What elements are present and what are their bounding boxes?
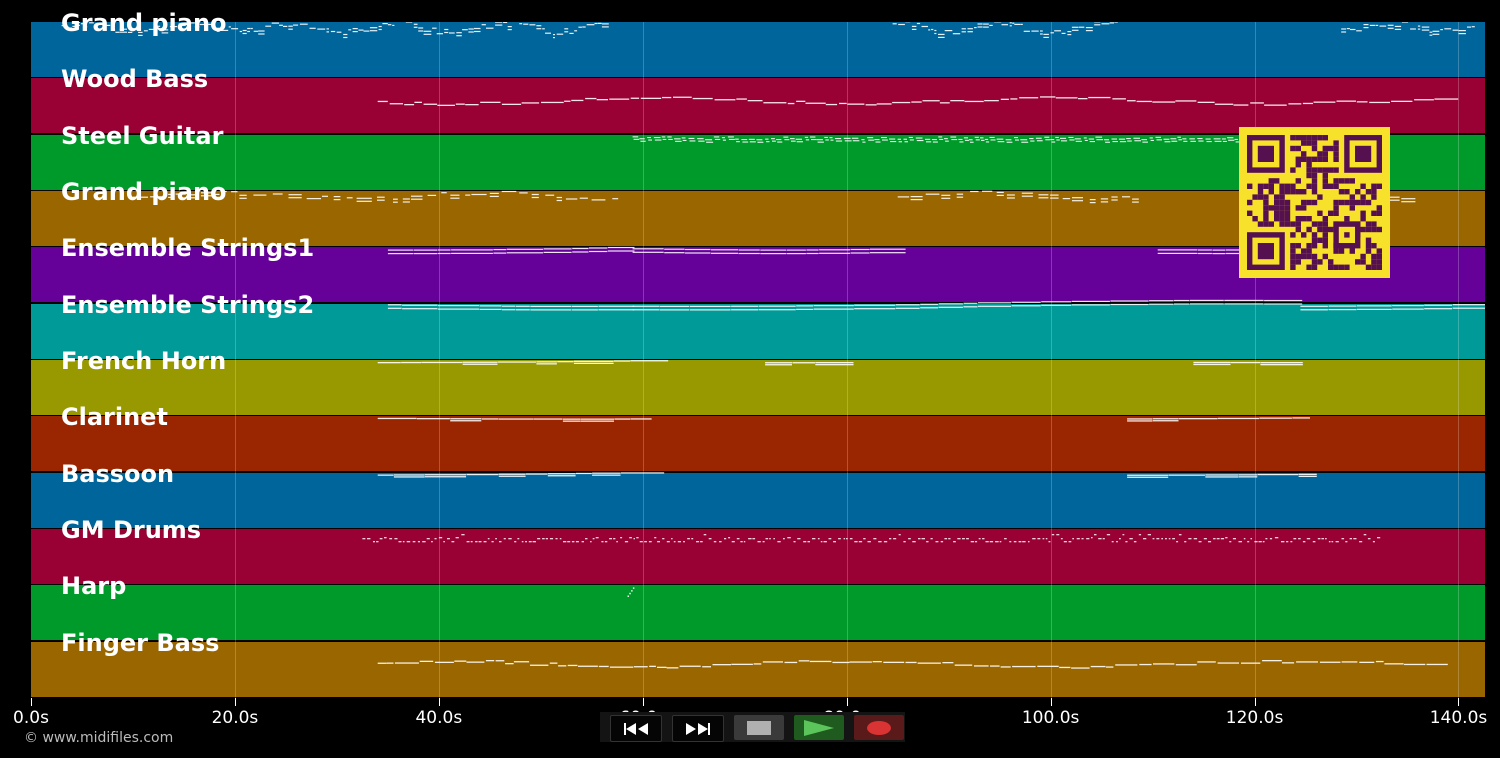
axis-tick — [1254, 698, 1256, 706]
track-label: Harp — [61, 572, 127, 601]
axis-tick — [642, 698, 644, 706]
note-group — [632, 248, 906, 255]
grid-line — [642, 22, 644, 698]
axis-tick — [1458, 698, 1460, 706]
note-group — [387, 304, 635, 311]
track-label: Ensemble Strings1 — [61, 234, 315, 263]
note-group — [393, 190, 619, 203]
note-layer — [61, 22, 1485, 669]
transport-controls — [600, 712, 905, 742]
axis-tick-label: 0.0s — [13, 708, 49, 728]
rewind-icon — [624, 722, 648, 735]
axis-tick — [31, 698, 32, 706]
note-group — [1300, 304, 1485, 311]
copyright-text: © www.midifiles.com — [24, 730, 174, 746]
track-lane[interactable] — [31, 416, 1485, 472]
rewind-button[interactable] — [610, 715, 662, 742]
track-lane[interactable] — [31, 303, 1485, 359]
axis-tick — [846, 698, 848, 706]
grid-line — [846, 22, 848, 698]
stop-icon — [747, 720, 771, 735]
grid-line — [1050, 22, 1052, 698]
note-group — [627, 587, 635, 597]
note-group — [61, 22, 609, 39]
track-lane[interactable] — [31, 359, 1485, 415]
axis-tick-label: 40.0s — [415, 708, 463, 728]
qr-code-pattern — [1247, 135, 1382, 270]
note-group — [377, 417, 652, 422]
note-group — [377, 360, 669, 365]
note-group — [892, 22, 1118, 38]
axis-tick — [438, 698, 440, 706]
note-group — [377, 660, 1448, 669]
track-label: Clarinet — [61, 403, 168, 432]
axis-tick — [234, 698, 236, 706]
qr-code[interactable] — [1239, 127, 1390, 278]
note-group — [632, 136, 1258, 143]
axis-tick-label: 100.0s — [1021, 708, 1080, 728]
fast-forward-button[interactable] — [672, 715, 724, 742]
note-group — [1341, 22, 1475, 36]
piano-roll: Grand piano Wood Bass Steel Guitar Grand pi… — [31, 11, 1485, 698]
track-lane[interactable] — [31, 472, 1485, 528]
note-group — [897, 190, 1139, 204]
axis-tick — [1050, 698, 1052, 706]
track-label: Steel Guitar — [61, 121, 224, 150]
note-group — [1193, 361, 1303, 366]
note-group — [632, 299, 1303, 311]
axis-tick-label: 140.0s — [1429, 708, 1488, 728]
fast-forward-icon — [686, 722, 710, 735]
track-label: Grand piano — [61, 9, 227, 37]
stop-button[interactable] — [734, 715, 784, 740]
play-button[interactable] — [794, 715, 844, 740]
note-group — [362, 534, 1381, 543]
track-label: Bassoon — [61, 459, 175, 488]
grid-line — [1458, 22, 1460, 698]
track-lane[interactable] — [31, 78, 1485, 134]
note-group — [377, 472, 665, 478]
track-lane[interactable] — [31, 22, 1485, 77]
note-group — [1127, 417, 1310, 422]
grid-line — [1254, 22, 1256, 698]
track-label: Ensemble Strings2 — [61, 290, 315, 319]
play-icon — [804, 719, 834, 736]
note-group — [1127, 473, 1317, 478]
axis-tick-label: 20.0s — [211, 708, 259, 728]
track-label: Wood Bass — [61, 65, 209, 94]
axis-tick-label: 120.0s — [1225, 708, 1284, 728]
record-button[interactable] — [854, 715, 904, 740]
record-icon — [867, 720, 891, 735]
note-group — [387, 246, 635, 255]
track-label: Finger Bass — [61, 628, 220, 657]
track-lane[interactable] — [31, 585, 1485, 641]
track-label: French Horn — [61, 346, 227, 375]
grid-line — [438, 22, 440, 698]
track-label: GM Drums — [61, 515, 202, 544]
track-lane[interactable] — [31, 641, 1485, 697]
track-label: Grand piano — [61, 177, 227, 206]
track-lane[interactable] — [31, 528, 1485, 584]
note-group — [377, 96, 1459, 106]
note-group — [765, 362, 854, 366]
note-group — [133, 190, 385, 202]
grid-line — [234, 22, 236, 698]
